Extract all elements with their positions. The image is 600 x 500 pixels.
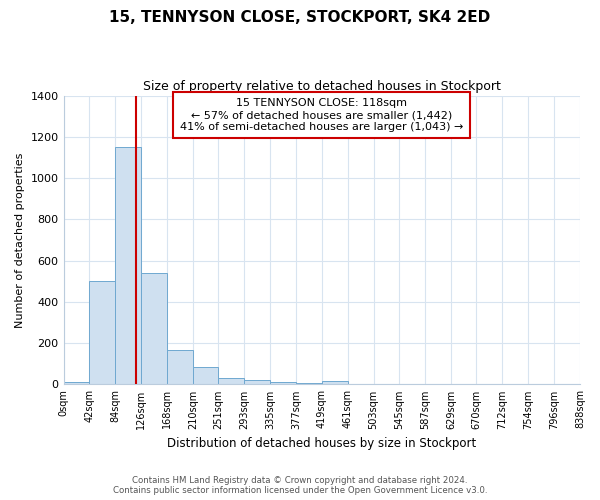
Text: Contains HM Land Registry data © Crown copyright and database right 2024.
Contai: Contains HM Land Registry data © Crown c… (113, 476, 487, 495)
Bar (270, 382, 296, 384)
Text: 15, TENNYSON CLOSE, STOCKPORT, SK4 2ED: 15, TENNYSON CLOSE, STOCKPORT, SK4 2ED (109, 10, 491, 25)
Bar (218, 378, 244, 384)
Y-axis label: Number of detached properties: Number of detached properties (15, 152, 25, 328)
Bar (167, 350, 193, 384)
Bar (89, 282, 115, 385)
Bar (322, 382, 347, 384)
Bar (193, 367, 218, 384)
Bar (141, 273, 167, 384)
Bar (115, 147, 141, 384)
Title: Size of property relative to detached houses in Stockport: Size of property relative to detached ho… (143, 80, 501, 93)
X-axis label: Distribution of detached houses by size in Stockport: Distribution of detached houses by size … (167, 437, 476, 450)
Bar (244, 380, 270, 384)
Text: 15 TENNYSON CLOSE: 118sqm
← 57% of detached houses are smaller (1,442)
41% of se: 15 TENNYSON CLOSE: 118sqm ← 57% of detac… (180, 98, 463, 132)
Bar (64, 382, 89, 384)
